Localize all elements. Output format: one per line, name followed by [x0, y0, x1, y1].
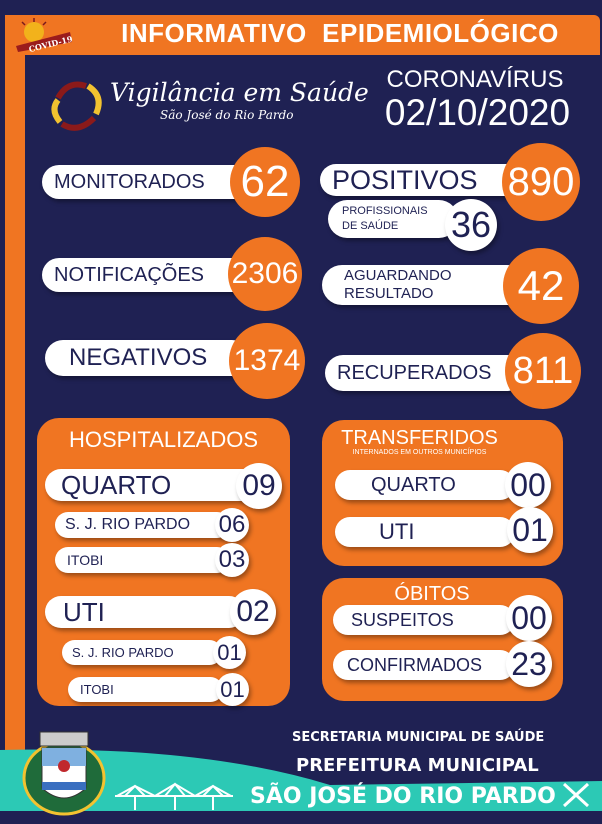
profissionais-label-2: DE SAÚDE — [342, 220, 399, 232]
brand-city: São José do Rio Pardo — [160, 108, 294, 122]
recuperados-value: 811 — [505, 333, 581, 409]
hosp-uti-itobi-value: 01 — [216, 673, 249, 706]
transf-uti-pill: UTI — [335, 517, 515, 547]
hosp-quarto-sjrp-pill: S. J. RIO PARDO — [55, 512, 230, 538]
topic: CORONAVÍRUS — [386, 66, 564, 93]
recuperados-pill: RECUPERADOS — [325, 355, 525, 391]
positivos-pill: POSITIVOS — [320, 164, 525, 196]
page-title: INFORMATIVO EPIDEMIOLÓGICO — [121, 18, 559, 48]
obitos-suspeitos-value: 00 — [506, 595, 552, 641]
hosp-uti-label: UTI — [63, 596, 105, 627]
footer-prefeitura: PREFEITURA MUNICIPAL — [296, 755, 539, 776]
hosp-uti-sjrp-value: 01 — [213, 636, 246, 669]
covid-badge: COVID-19 — [12, 18, 74, 54]
hosp-uti-sjrp-label: S. J. RIO PARDO — [72, 645, 174, 660]
hosp-uti-itobi-pill: ITOBI — [68, 677, 223, 702]
footer-secretaria: SECRETARIA MUNICIPAL DE SAÚDE — [292, 730, 545, 745]
hosp-quarto-value: 09 — [236, 463, 282, 509]
hosp-uti-value: 02 — [230, 589, 276, 635]
bridge-icon — [115, 778, 233, 810]
notificacoes-label: NOTIFICAÇÕES — [54, 263, 205, 286]
hosp-uti-pill: UTI — [45, 596, 245, 628]
brand-name: Vigilância em Saúde — [110, 78, 369, 107]
transf-uti-value: 01 — [507, 507, 553, 553]
obitos-suspeitos-label: SUSPEITOS — [351, 609, 454, 630]
left-orange-strip — [5, 15, 25, 760]
profissionais-value: 36 — [445, 199, 497, 251]
hosp-quarto-label: QUARTO — [61, 469, 172, 500]
obitos-confirmados-value: 23 — [506, 641, 552, 687]
transferidos-title: TRANSFERIDOS — [341, 427, 498, 449]
hosp-quarto-sjrp-label: S. J. RIO PARDO — [65, 516, 191, 533]
hosp-quarto-pill: QUARTO — [45, 469, 260, 501]
header-bar — [5, 15, 600, 55]
hosp-quarto-sjrp-value: 06 — [215, 508, 249, 542]
report-date: 02/10/2020 — [384, 92, 571, 133]
transf-quarto-label: QUARTO — [371, 473, 456, 496]
negativos-label: NEGATIVOS — [69, 344, 208, 371]
vigilancia-logo-icon — [48, 78, 106, 134]
positivos-value: 890 — [502, 143, 580, 221]
obitos-confirmados-pill: CONFIRMADOS — [333, 650, 515, 680]
notificacoes-value: 2306 — [228, 237, 302, 311]
aguardando-pill: AGUARDANDO RESULTADO — [322, 265, 527, 305]
obitos-suspeitos-pill: SUSPEITOS — [333, 605, 515, 635]
hosp-quarto-itobi-value: 03 — [215, 543, 249, 577]
notificacoes-pill: NOTIFICAÇÕES — [42, 258, 252, 292]
monitorados-label: MONITORADOS — [54, 170, 205, 193]
hosp-quarto-itobi-label: ITOBI — [67, 552, 104, 568]
hosp-uti-itobi-label: ITOBI — [80, 682, 114, 697]
negativos-value: 1374 — [229, 323, 305, 399]
monitorados-pill: MONITORADOS — [42, 165, 252, 199]
obitos-confirmados-label: CONFIRMADOS — [347, 654, 482, 675]
aguardando-value: 42 — [503, 248, 579, 324]
monitorados-value: 62 — [230, 147, 300, 217]
positivos-label: POSITIVOS — [332, 164, 478, 195]
transf-uti-label: UTI — [379, 519, 415, 544]
hosp-quarto-itobi-pill: ITOBI — [55, 547, 230, 573]
negativos-pill: NEGATIVOS — [45, 340, 250, 376]
aguardando-label-2: RESULTADO — [344, 285, 434, 302]
hospitalizados-title: HOSPITALIZADOS — [68, 427, 259, 452]
crossed-tools-icon — [560, 780, 592, 810]
footer-city: SÃO JOSÉ DO RIO PARDO — [250, 784, 556, 809]
profissionais-label-1: PROFISSIONAIS — [342, 205, 428, 217]
transf-quarto-pill: QUARTO — [335, 470, 515, 500]
transf-quarto-value: 00 — [505, 462, 551, 508]
obitos-title: ÓBITOS — [394, 583, 470, 605]
city-coat-of-arms-icon — [18, 728, 110, 816]
recuperados-label: RECUPERADOS — [337, 361, 492, 384]
transferidos-subtitle: INTERNADOS EM OUTROS MUNICÍPIOS — [352, 449, 487, 456]
aguardando-label-1: AGUARDANDO — [344, 267, 452, 284]
profissionais-pill: PROFISSIONAIS DE SAÚDE — [328, 200, 458, 238]
hosp-uti-sjrp-pill: S. J. RIO PARDO — [62, 640, 222, 665]
